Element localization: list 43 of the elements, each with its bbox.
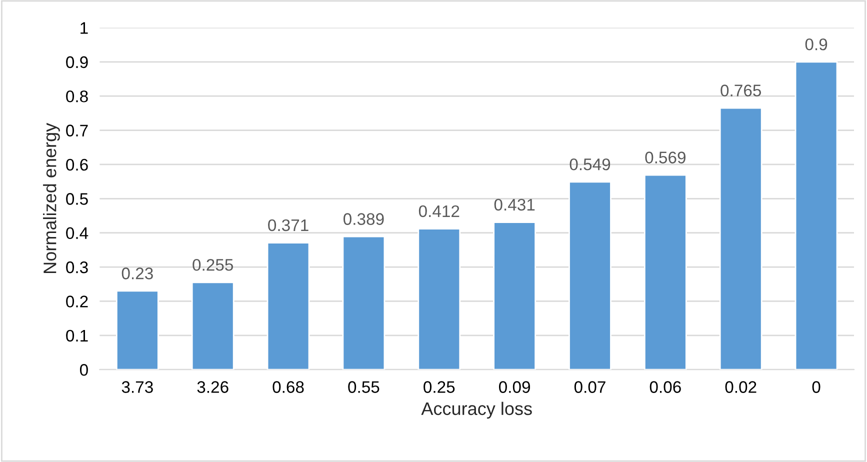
data-label: 0.23 xyxy=(122,268,153,280)
data-label: 0.431 xyxy=(494,198,535,211)
x-tick-label: 3.73 xyxy=(122,381,153,393)
x-tick-label: 0.09 xyxy=(499,381,530,393)
data-label: 0.255 xyxy=(192,258,234,271)
x-tick-label: 0.06 xyxy=(650,381,681,393)
bar xyxy=(342,236,386,370)
y-axis-title: Normalized energy xyxy=(43,122,60,273)
data-label: 0.9 xyxy=(805,38,828,50)
x-tick-label: 0.68 xyxy=(272,381,304,393)
bar xyxy=(266,242,310,370)
x-tick-label: 3.26 xyxy=(197,381,228,393)
y-tick-label: 0.8 xyxy=(66,90,88,102)
data-label: 0.549 xyxy=(570,158,610,170)
x-tick-label: 0.02 xyxy=(725,381,756,393)
y-tick-label: 0.5 xyxy=(66,193,88,205)
x-tick-label: 0 xyxy=(812,381,820,393)
x-tick-label: 0.25 xyxy=(424,381,455,393)
bar xyxy=(493,222,536,370)
x-tick-label: 0.07 xyxy=(574,381,606,393)
bar xyxy=(418,228,461,370)
bar xyxy=(644,174,687,370)
y-tick-label: 1 xyxy=(80,22,88,34)
x-axis-title: Accuracy loss xyxy=(421,402,532,419)
y-tick-label: 0.6 xyxy=(66,158,88,171)
data-label: 0.569 xyxy=(645,152,686,164)
data-label: 0.765 xyxy=(720,84,762,96)
bar xyxy=(116,290,159,370)
y-tick-label: 0.9 xyxy=(66,56,88,68)
x-tick-label: 0.55 xyxy=(348,381,380,393)
data-label: 0.389 xyxy=(344,213,384,225)
bar xyxy=(719,107,762,370)
bar xyxy=(191,282,234,370)
y-tick-label: 0.3 xyxy=(66,261,88,274)
data-label: 0.371 xyxy=(268,219,308,232)
y-tick-label: 0.4 xyxy=(66,227,88,240)
bar xyxy=(568,181,612,370)
y-tick-label: 0.1 xyxy=(66,330,88,342)
y-tick-label: 0.2 xyxy=(66,296,88,308)
bar xyxy=(794,61,838,370)
y-tick-label: 0 xyxy=(80,364,88,376)
data-label: 0.412 xyxy=(418,205,460,218)
y-tick-label: 0.7 xyxy=(66,124,88,136)
